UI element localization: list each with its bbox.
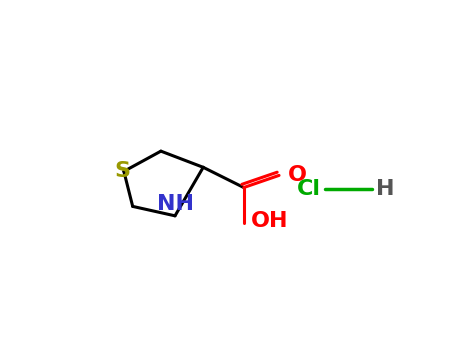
Text: OH: OH (251, 211, 288, 231)
Text: Cl: Cl (298, 179, 321, 199)
Text: NH: NH (157, 195, 193, 215)
Text: S: S (114, 161, 130, 181)
Text: O: O (288, 166, 307, 186)
Text: H: H (376, 179, 394, 199)
